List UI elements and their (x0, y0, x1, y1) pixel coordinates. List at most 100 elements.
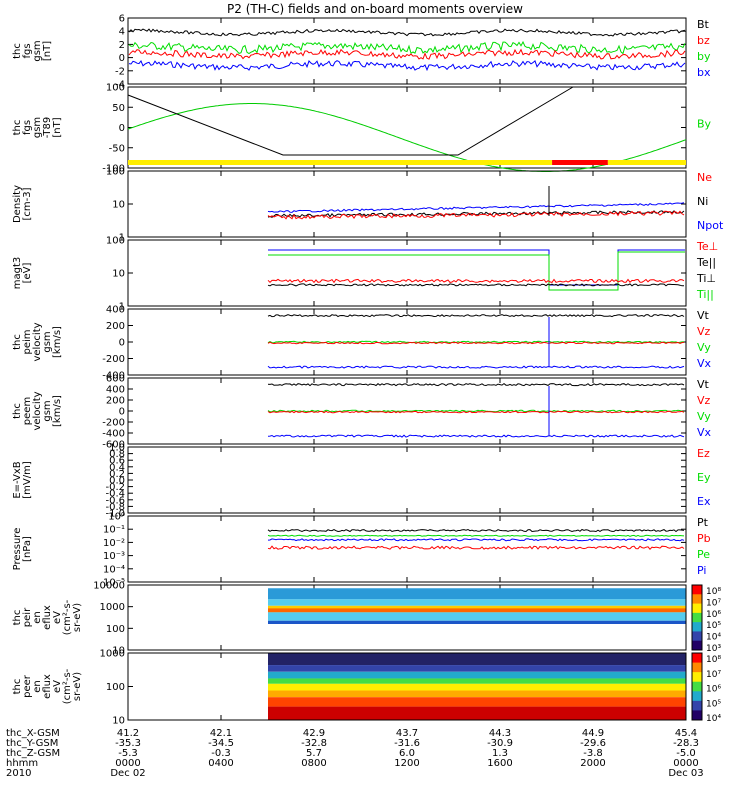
colorbar-swatch (692, 631, 702, 642)
y-tick-label: -400 (102, 371, 125, 382)
y-axis-label: magt3 (12, 257, 23, 290)
y-axis-label: (cm²-s- (62, 668, 73, 704)
spectrogram-band (268, 620, 686, 624)
y-tick-label: -0.4 (105, 489, 125, 500)
y-tick-label: 10⁻³ (103, 551, 125, 562)
panel-4: 100 10 1 magt3 [eV] Te⊥ Te|| Ti⊥ Ti|| (12, 236, 718, 313)
ephemeris-value: -5.0 (676, 748, 696, 759)
colorbar-swatch (692, 594, 702, 605)
panel-9: 10000 1000 100 10 thc peir en eflux eV (cm²-s-sr-… (12, 581, 721, 657)
legend-pt: Pt (697, 516, 709, 529)
legend-by: by (697, 50, 711, 63)
y-tick-label: 0.6 (109, 456, 125, 467)
legend-bz: bz (697, 34, 710, 47)
y-tick-label: 10 (112, 646, 125, 657)
panel-3: 100 10 1 Density [cm-3] Ne Ni Npot (12, 167, 724, 244)
ephemeris-value: -3.8 (583, 748, 603, 759)
y-axis-label: gsm (42, 400, 53, 421)
y-tick-label: 400 (106, 305, 125, 316)
ephemeris-value: 2000 (580, 758, 605, 769)
legend-vz: Vz (697, 325, 711, 338)
y-tick-label: 10⁻⁴ (103, 564, 125, 575)
y-tick-label: 200 (106, 321, 125, 332)
y-axis-label: [cm-3] (22, 187, 33, 220)
legend-vx: Vx (697, 357, 712, 370)
y-tick-label: 10000 (93, 581, 125, 592)
legend-ne: Ne (697, 171, 712, 184)
y-tick-label: 1.0 (109, 443, 125, 454)
y-tick-label: 0.2 (109, 469, 125, 480)
ephemeris-value: 41.2 (117, 728, 139, 739)
y-axis-label: (cm²-s- (62, 599, 73, 635)
y-axis-label: [nT] (42, 41, 53, 61)
panel-10: 1000 100 10 thc peer en eflux eV (cm²-s-sr-eV) 10… (12, 649, 721, 727)
ephemeris-value: 0000 (673, 758, 698, 769)
y-axis-label: -T89 (42, 117, 53, 139)
spectrogram-band (268, 683, 686, 691)
ephemeris-value: 44.3 (489, 728, 511, 739)
legend-pb: Pb (697, 532, 711, 545)
y-tick-label: 0.0 (109, 476, 125, 487)
colorbar-swatch (692, 662, 702, 673)
y-tick-label: -400 (102, 429, 125, 440)
y-tick-label: 100 (106, 167, 125, 178)
y-axis-label: eflux (42, 674, 53, 699)
panel-frame (127, 584, 687, 651)
y-tick-label: 400 (106, 385, 125, 396)
y-axis-label: fgs (22, 43, 33, 58)
spectrogram-band (268, 671, 686, 679)
panel-frame (127, 170, 687, 238)
ephemeris-value: -28.3 (673, 738, 699, 749)
colorbar-label: 10⁵ (706, 699, 721, 709)
y-axis-label: eflux (42, 605, 53, 630)
chart-title: P2 (TH-C) fields and on-board moments ov… (227, 2, 523, 16)
ephemeris-row-label: thc_Y-GSM (6, 738, 58, 749)
y-axis-label: [mV/m] (22, 461, 33, 499)
y-axis-label: [nT] (52, 117, 63, 137)
ephemeris-value: -31.6 (394, 738, 420, 749)
colorbar-swatch (692, 700, 702, 711)
colorbar-swatch (692, 681, 702, 692)
panel-1: 6 4 2 0 -2 -4 thc fgs gsm [nT] Bt bz by bx (12, 14, 711, 91)
y-tick-label: 1 (119, 233, 125, 244)
series-te-par (267, 283, 685, 287)
series-ni (267, 210, 685, 218)
y-tick-label: 10⁻⁵ (103, 578, 125, 589)
ephemeris-value: 1200 (394, 758, 419, 769)
y-tick-label: -200 (102, 354, 125, 365)
colorbar-frame (691, 584, 703, 651)
y-tick-label: 10 (112, 200, 125, 211)
y-axis-label: velocity (32, 322, 43, 361)
y-tick-label: 4 (119, 27, 125, 38)
y-axis-label: peem (22, 397, 33, 425)
y-tick-label: 100 (106, 624, 125, 635)
series-vt (267, 382, 685, 387)
y-tick-label: 10⁻¹ (103, 525, 125, 536)
legend-te: Te⊥ (696, 240, 718, 253)
panel-8: 10⁰ 10⁻¹ 10⁻² 10⁻³ 10⁻⁴ 10⁻⁵ Pressure [nPa] Pt Pb… (12, 512, 711, 589)
legend-bx: bx (697, 66, 711, 79)
series-t89-model (127, 86, 574, 156)
y-tick-label: 200 (106, 396, 125, 407)
series-vz (267, 341, 685, 345)
y-axis-label: fgs (22, 120, 33, 135)
y-axis-label: gsm (32, 117, 43, 138)
ephemeris-value: -34.5 (208, 738, 234, 749)
mode-bar-segment (607, 160, 686, 165)
spectrogram-band (268, 653, 686, 666)
ephemeris-row-label: thc_X-GSM (6, 728, 60, 739)
y-tick-label: 50 (112, 103, 125, 114)
legend-pi: Pi (697, 564, 706, 577)
mode-bar-segment (128, 160, 553, 165)
series-pi (267, 538, 685, 542)
spectrogram-band (268, 599, 686, 606)
y-tick-label: 1000 (100, 602, 125, 613)
series-vx (267, 434, 685, 438)
legend-vy: Vy (697, 341, 711, 354)
colorbar-swatch (692, 672, 702, 683)
colorbar-label: 10⁷ (706, 598, 721, 608)
y-axis-label: en (32, 611, 43, 624)
y-tick-label: 0 (119, 407, 125, 418)
y-axis-label: peer (22, 674, 33, 698)
spectrogram-band (268, 612, 686, 621)
